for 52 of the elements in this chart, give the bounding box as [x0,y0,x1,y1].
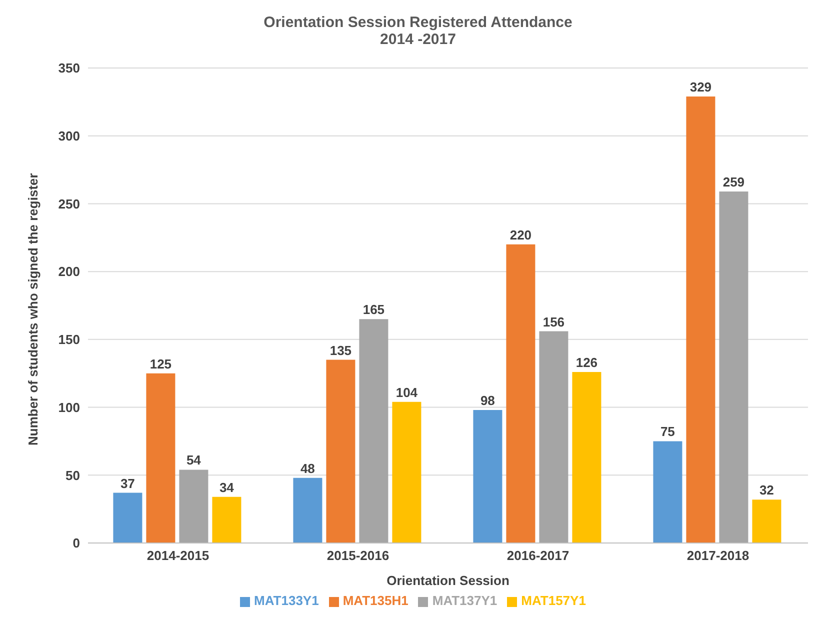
data-label: 165 [362,302,385,318]
bar [752,500,782,543]
data-label: 75 [660,424,675,440]
y-tick-label: 150 [58,332,80,348]
y-axis-title: Number of students who signed the register [26,173,41,446]
bar [212,496,242,543]
data-label: 37 [120,476,135,491]
x-tick-label: 2016-2017 [506,548,570,564]
data-label: 34 [219,480,235,495]
bar [653,441,682,543]
y-tick-label: 250 [58,196,80,212]
bar [473,410,502,543]
x-tick-label: 2014-2015 [146,548,210,564]
y-tick-label: 300 [58,128,80,144]
y-tick-label: 100 [58,400,80,415]
bar [359,319,388,543]
bar [392,402,422,543]
data-label: 259 [722,174,745,190]
y-tick-label: 0 [72,536,80,551]
y-tick-label: 350 [58,60,80,76]
bar [293,478,322,543]
bar [539,331,568,543]
bar [686,96,716,543]
chart-title: Orientation Session Registered Attendance [262,14,574,31]
data-label: 126 [576,355,598,370]
x-tick-label: 2017-2018 [686,548,750,564]
data-label: 48 [300,460,315,476]
bar [113,492,142,543]
data-label: 32 [759,482,774,498]
x-axis-title: Orientation Session [386,573,510,588]
y-tick-label: 200 [58,264,80,280]
legend-label: MAT137Y1 [432,593,498,608]
legend-label: MAT135H1 [342,593,408,608]
legend-label: MAT157Y1 [521,593,586,608]
data-label: 125 [150,356,172,372]
bar [719,192,748,543]
data-label: 135 [330,342,352,358]
x-tick-label: 2015-2016 [326,548,390,564]
bar [179,470,208,543]
data-label: 329 [690,80,712,94]
bar [506,244,536,543]
data-label: 156 [542,314,565,330]
bar [146,373,176,543]
chart-subtitle: 2014 -2017 [379,31,457,48]
bar [572,372,602,543]
data-label: 54 [186,452,202,468]
data-label: 220 [510,227,532,242]
y-tick-label: 50 [66,468,80,483]
data-label: 98 [480,393,495,408]
data-label: 104 [396,384,418,400]
bar [326,360,356,543]
legend-label: MAT133Y1 [254,593,319,608]
